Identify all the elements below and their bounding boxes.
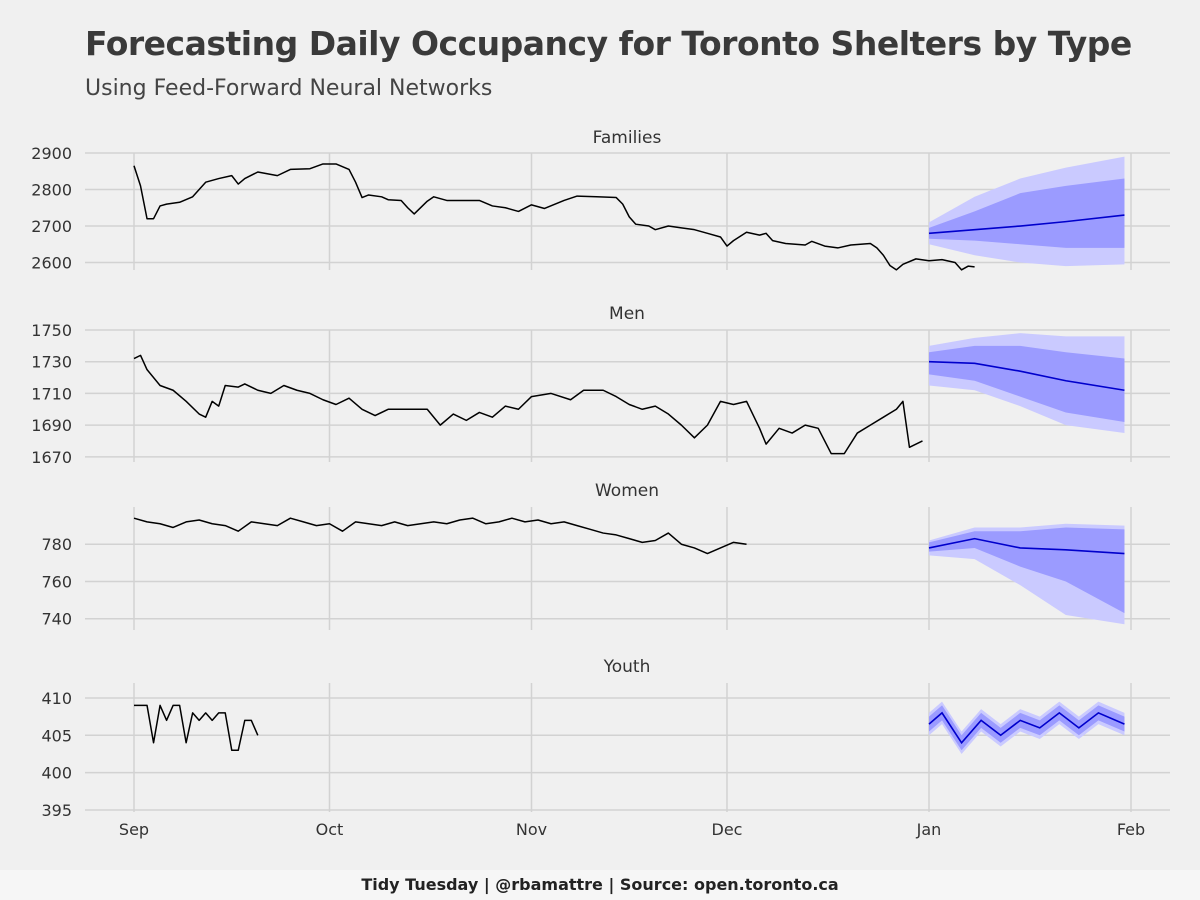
forecast-chart: Families 2600 2700 2800 2900 Men 1670 1690 1710 1…: [31, 128, 1170, 839]
panel-families: Families 2600 2700 2800 2900: [31, 128, 1170, 273]
y-tick-label: 2600: [31, 254, 72, 273]
forecast-band-80: [928, 527, 1125, 614]
y-tick-label: 400: [41, 764, 72, 783]
y-tick-label: 395: [41, 801, 72, 820]
forecast-line: [928, 360, 1125, 392]
panel-men: Men 1670 1690 1710 1730 1750: [31, 304, 1170, 467]
page-subtitle: Using Feed-Forward Neural Networks: [85, 76, 493, 101]
y-tick-label: 780: [41, 535, 72, 554]
y-tick-label: 1750: [31, 321, 72, 340]
page-title: Forecasting Daily Occupancy for Toronto …: [85, 24, 1132, 63]
y-tick-label: 760: [41, 572, 72, 591]
y-tick-label: 1710: [31, 384, 72, 403]
x-tick-label: Jan: [916, 820, 942, 839]
caption-bar: [0, 870, 1200, 900]
forecast-band-80: [928, 178, 1125, 248]
history-line: [133, 163, 975, 271]
x-tick-label: Oct: [316, 820, 344, 839]
history-line: [134, 704, 259, 751]
forecast-line: [928, 214, 1125, 235]
x-tick-label: Feb: [1117, 820, 1145, 839]
panel-title-families: Families: [593, 128, 662, 148]
caption: Tidy Tuesday | @rbamattre | Source: open…: [361, 875, 839, 894]
forecast-line: [928, 711, 1125, 745]
y-tick-label: 740: [41, 610, 72, 629]
y-tick-label: 405: [41, 726, 72, 745]
forecast-line: [928, 537, 1125, 555]
panel-title-youth: Youth: [603, 657, 651, 677]
forecast-band-80: [928, 705, 1125, 751]
y-tick-label: 410: [41, 689, 72, 708]
history-line: [133, 354, 923, 455]
y-tick-label: 2800: [31, 181, 72, 200]
y-tick-label: 2700: [31, 217, 72, 236]
x-tick-label: Dec: [712, 820, 743, 839]
x-tick-label: Sep: [119, 820, 149, 839]
x-tick-label: Nov: [516, 820, 547, 839]
y-tick-label: 1670: [31, 448, 72, 467]
panel-title-women: Women: [595, 481, 659, 501]
history-line: [133, 517, 747, 555]
y-tick-label: 2900: [31, 144, 72, 163]
panel-title-men: Men: [609, 304, 645, 324]
panel-youth: Youth 395 400 405 410: [41, 657, 1170, 820]
y-tick-label: 1730: [31, 353, 72, 372]
forecast-band-80: [928, 345, 1125, 422]
panel-women: Women 740 760 780: [41, 481, 1170, 630]
y-tick-label: 1690: [31, 416, 72, 435]
